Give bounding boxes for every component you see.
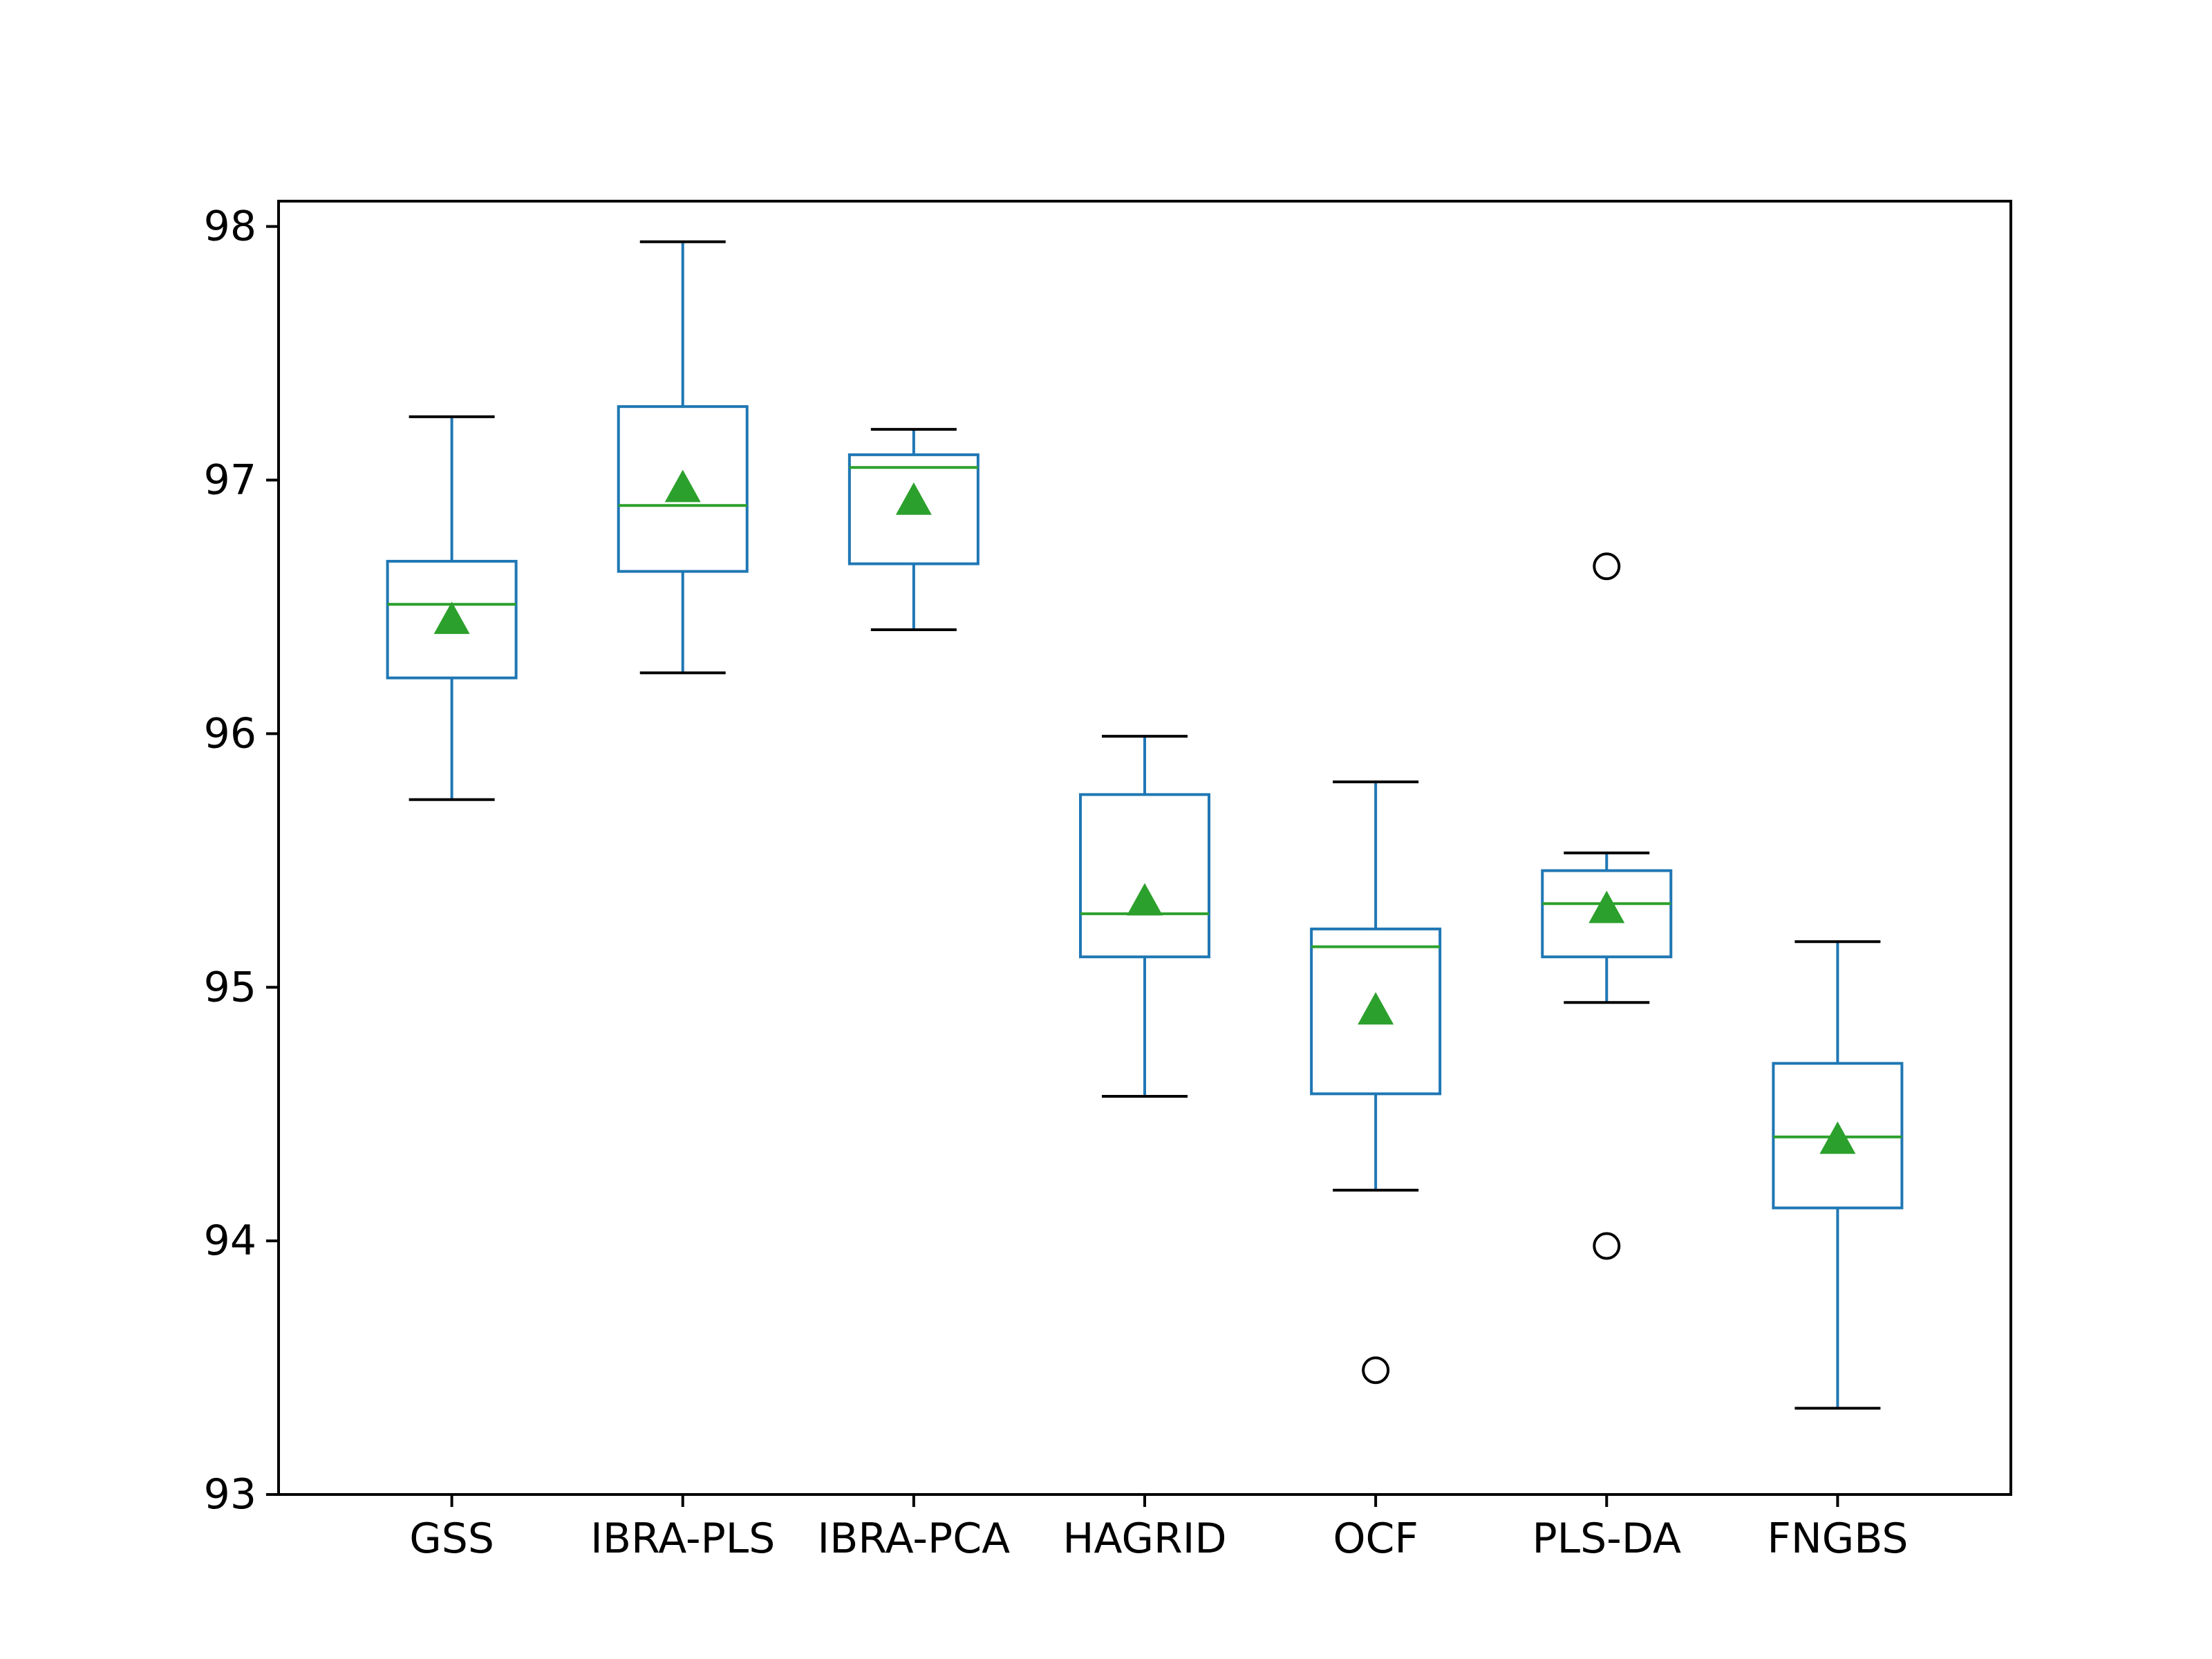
box-iqr <box>847 453 980 565</box>
box-group <box>386 415 518 801</box>
y-tick-label: 96 <box>204 709 256 758</box>
plot-area <box>386 240 1904 1410</box>
y-tick-label: 93 <box>204 1470 256 1519</box>
outlier-point <box>1593 552 1621 581</box>
box-group <box>1310 780 1442 1385</box>
box-iqr <box>386 559 518 679</box>
box-iqr <box>1541 869 1673 959</box>
y-tick-label: 97 <box>204 456 256 505</box>
mean-marker <box>895 482 932 515</box>
y-axis: 93 94 95 96 97 98 <box>204 203 279 1519</box>
mean-marker <box>1127 883 1163 916</box>
x-tick-label: PLS-DA <box>1532 1515 1681 1563</box>
x-tick-label: HAGRID <box>1062 1515 1226 1563</box>
mean-marker <box>1819 1121 1856 1154</box>
box-iqr <box>1079 793 1210 959</box>
mean-marker <box>1358 992 1394 1025</box>
x-tick-label: IBRA-PLS <box>590 1515 775 1563</box>
box-iqr <box>617 405 749 573</box>
box-group <box>1772 940 1904 1410</box>
y-tick-label: 98 <box>204 203 256 251</box>
x-tick-label: IBRA-PCA <box>818 1515 1011 1563</box>
box-group <box>1079 735 1210 1098</box>
x-axis: GSS IBRA-PLS IBRA-PCA HAGRID OCF PLS-DA FNGBS <box>409 1494 1908 1563</box>
box-group <box>1541 552 1673 1260</box>
box-group <box>617 240 749 675</box>
outlier-point <box>1593 1232 1621 1260</box>
outlier-point <box>1362 1356 1390 1385</box>
x-tick-label: GSS <box>409 1515 494 1563</box>
y-tick-label: 95 <box>204 963 256 1011</box>
x-tick-label: OCF <box>1333 1515 1418 1563</box>
box-iqr <box>1310 927 1442 1096</box>
mean-marker <box>664 469 701 503</box>
mean-marker <box>1588 890 1625 924</box>
box-group <box>847 428 980 631</box>
x-tick-label: FNGBS <box>1767 1515 1908 1563</box>
mean-marker <box>433 601 470 635</box>
y-tick-label: 94 <box>204 1217 256 1265</box>
